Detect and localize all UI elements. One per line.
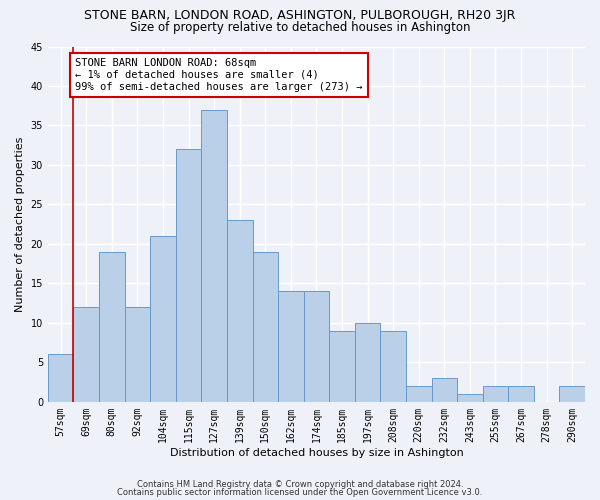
Bar (482, 386, 508, 402)
Text: STONE BARN, LONDON ROAD, ASHINGTON, PULBOROUGH, RH20 3JR: STONE BARN, LONDON ROAD, ASHINGTON, PULB… (85, 9, 515, 22)
Bar (304, 292, 329, 402)
Bar (355, 323, 380, 402)
Bar (253, 252, 278, 402)
Bar (559, 386, 585, 402)
Bar (176, 149, 202, 402)
X-axis label: Distribution of detached houses by size in Ashington: Distribution of detached houses by size … (170, 448, 463, 458)
Y-axis label: Number of detached properties: Number of detached properties (15, 136, 25, 312)
Bar (73, 307, 99, 402)
Bar (48, 354, 73, 402)
Bar (329, 331, 355, 402)
Bar (227, 220, 253, 402)
Bar (457, 394, 482, 402)
Text: Size of property relative to detached houses in Ashington: Size of property relative to detached ho… (130, 22, 470, 35)
Bar (202, 110, 227, 402)
Bar (125, 307, 150, 402)
Bar (406, 386, 431, 402)
Text: Contains public sector information licensed under the Open Government Licence v3: Contains public sector information licen… (118, 488, 482, 497)
Bar (99, 252, 125, 402)
Bar (431, 378, 457, 402)
Bar (380, 331, 406, 402)
Text: Contains HM Land Registry data © Crown copyright and database right 2024.: Contains HM Land Registry data © Crown c… (137, 480, 463, 489)
Bar (278, 292, 304, 402)
Bar (150, 236, 176, 402)
Bar (508, 386, 534, 402)
Text: STONE BARN LONDON ROAD: 68sqm
← 1% of detached houses are smaller (4)
99% of sem: STONE BARN LONDON ROAD: 68sqm ← 1% of de… (75, 58, 362, 92)
